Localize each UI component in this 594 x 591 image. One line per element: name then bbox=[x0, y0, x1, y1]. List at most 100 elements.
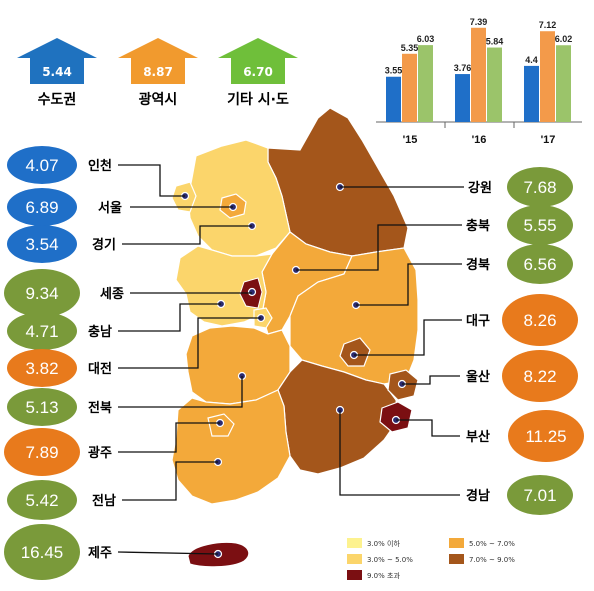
province-jeonnam bbox=[171, 389, 291, 505]
bubble-r1 bbox=[507, 205, 573, 245]
leader-incheon bbox=[118, 164, 185, 197]
bubble-9 bbox=[4, 524, 80, 580]
bar bbox=[556, 45, 571, 123]
region-label: 울산 bbox=[466, 369, 490, 385]
house-shape-other-provinces bbox=[218, 38, 298, 84]
bubble-r4 bbox=[502, 350, 578, 402]
marker-sejong bbox=[247, 287, 257, 297]
bubble-value: 7.89 bbox=[25, 443, 58, 462]
bar bbox=[487, 47, 502, 122]
region-label: 세종 bbox=[100, 287, 124, 302]
summary-value-metro-cities: 8.87 bbox=[143, 65, 173, 79]
bar bbox=[471, 27, 486, 123]
region-label: 전남 bbox=[92, 493, 116, 509]
leader-daegu bbox=[354, 319, 462, 356]
region-label: 인천 bbox=[88, 158, 112, 174]
bubble-value: 11.25 bbox=[525, 427, 566, 446]
leader-jeonnam bbox=[122, 461, 218, 501]
region-label: 경북 bbox=[466, 257, 490, 273]
bubble-0 bbox=[7, 146, 77, 184]
region-bubbles: 4.07 인천 6.89 서울 3.54 경기 9.34 세종 4.71 충남 3.82 대전 5.13… bbox=[4, 146, 584, 580]
region-label: 전북 bbox=[88, 400, 112, 416]
leader-gyeonggi bbox=[122, 225, 252, 245]
leader-chungnam bbox=[118, 303, 221, 332]
region-label: 서울 bbox=[98, 200, 122, 216]
house-shape-metro-cities bbox=[118, 38, 198, 84]
summary-label-metro-cities: 광역시 bbox=[139, 91, 178, 108]
bar-chart: 3.55 5.356.03 '15 3.76 7.39 5.84 '16 4.4 7.12 6.0… bbox=[376, 17, 582, 146]
legend-label: 5.0% ~ 7.0% bbox=[469, 540, 515, 548]
bar bbox=[540, 31, 555, 122]
bubble-8 bbox=[7, 480, 77, 520]
bubble-value: 7.01 bbox=[523, 486, 556, 505]
summary-metro-cities: 8.87 광역시 bbox=[118, 38, 198, 108]
bar bbox=[455, 74, 470, 122]
bar bbox=[386, 76, 401, 122]
legend-label: 3.0% ~ 5.0% bbox=[367, 556, 413, 564]
house-shape-metropolitan bbox=[17, 38, 97, 84]
bubble-r3 bbox=[502, 294, 578, 346]
leader-lines bbox=[117, 164, 464, 555]
chart-marks: 3.55 5.356.03 '15 3.76 7.39 5.84 '16 4.4 7.12 6.0… bbox=[385, 17, 573, 146]
bubble-value: 8.22 bbox=[523, 367, 556, 386]
bubble-value: 16.45 bbox=[21, 543, 64, 562]
bubble-r0 bbox=[507, 167, 573, 207]
legend-swatch bbox=[347, 538, 362, 548]
legend-label: 7.0% ~ 9.0% bbox=[469, 556, 515, 564]
bubble-value: 4.71 bbox=[25, 322, 58, 341]
leader-daejeon bbox=[118, 317, 261, 369]
region-label: 대전 bbox=[88, 361, 112, 377]
leader-gyeongnam bbox=[339, 410, 460, 496]
legend-swatch bbox=[347, 570, 362, 580]
legend-label: 3.0% 이하 bbox=[367, 539, 400, 548]
bar-value-label: 7.39 bbox=[470, 17, 488, 27]
leader-busan bbox=[396, 419, 460, 437]
leader-jeju bbox=[117, 551, 219, 555]
summary-value-other-provinces: 6.70 bbox=[243, 65, 273, 79]
region-label: 충북 bbox=[466, 218, 490, 234]
region-label: 충남 bbox=[88, 324, 112, 340]
bubble-value: 7.68 bbox=[523, 178, 556, 197]
bar-value-label: 7.12 bbox=[539, 20, 557, 30]
bar-value-label: 4.4 bbox=[525, 55, 538, 65]
bubble-value: 9.34 bbox=[25, 284, 58, 303]
summary-label-metropolitan: 수도권 bbox=[38, 92, 77, 108]
region-label: 대구 bbox=[466, 314, 490, 329]
bubble-value: 4.07 bbox=[25, 156, 58, 175]
category-label: '15 bbox=[403, 134, 418, 146]
bubble-value: 3.54 bbox=[25, 235, 58, 254]
bubble-6 bbox=[7, 388, 77, 426]
bar bbox=[524, 65, 539, 122]
bubble-1 bbox=[7, 188, 77, 226]
korea-map bbox=[171, 107, 419, 568]
region-label: 광주 bbox=[88, 446, 112, 461]
bar-value-label: 5.84 bbox=[486, 37, 504, 47]
category-label: '16 bbox=[472, 134, 487, 146]
legend: 3.0% 이하 3.0% ~ 5.0% 9.0% 초과 5.0% ~ 7.0% 7.0%… bbox=[347, 538, 515, 580]
bubble-value: 8.26 bbox=[523, 311, 556, 330]
bubble-value: 3.82 bbox=[25, 359, 58, 378]
leader-ulsan bbox=[402, 375, 460, 385]
legend-swatch bbox=[449, 538, 464, 548]
leader-gyeongbuk bbox=[356, 263, 462, 306]
bar-value-label: 5.35 bbox=[401, 43, 419, 53]
leader-chungbuk bbox=[296, 224, 462, 271]
bar bbox=[418, 45, 433, 122]
bubble-5 bbox=[7, 349, 77, 387]
bubble-value: 5.42 bbox=[25, 491, 58, 510]
bar-value-label: 3.76 bbox=[454, 63, 472, 73]
summary-metropolitan: 5.44 수도권 bbox=[17, 38, 97, 108]
bubble-value: 6.89 bbox=[25, 198, 58, 217]
legend-swatch bbox=[347, 554, 362, 564]
bubble-value: 5.13 bbox=[25, 398, 58, 417]
legend-swatch bbox=[449, 554, 464, 564]
region-label: 강원 bbox=[468, 180, 492, 196]
summary-other-provinces: 6.70 기타 시·도 bbox=[218, 38, 298, 108]
leader-jeonbuk bbox=[118, 376, 243, 408]
bubble-3 bbox=[4, 269, 80, 317]
region-label: 제주 bbox=[88, 546, 112, 561]
bubble-value: 5.55 bbox=[523, 216, 556, 235]
region-label: 경남 bbox=[466, 488, 490, 504]
bubble-r6 bbox=[507, 475, 573, 515]
